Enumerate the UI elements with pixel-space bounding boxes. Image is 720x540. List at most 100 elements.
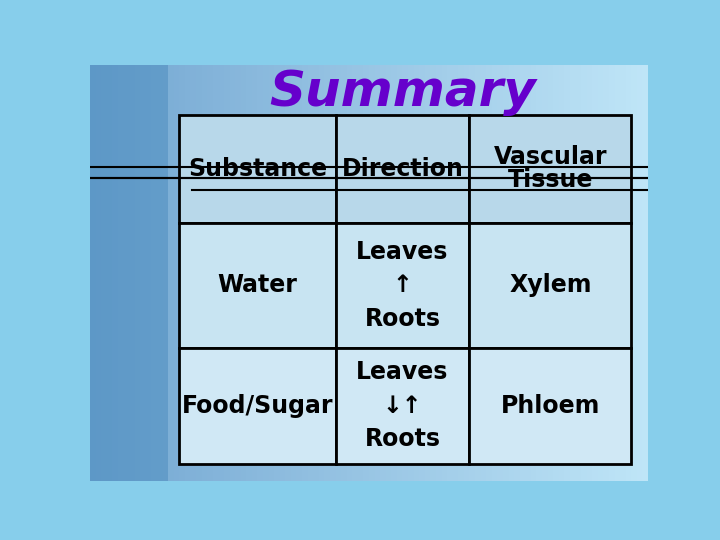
Bar xyxy=(107,65,112,481)
Bar xyxy=(302,65,307,481)
Bar xyxy=(453,65,458,481)
Bar xyxy=(402,65,408,481)
Bar xyxy=(347,65,352,481)
Bar xyxy=(514,65,520,481)
Bar xyxy=(324,65,330,481)
Bar xyxy=(179,223,336,348)
Bar xyxy=(352,65,358,481)
Bar xyxy=(291,65,297,481)
Bar xyxy=(90,65,96,481)
Text: Xylem: Xylem xyxy=(509,273,592,297)
Bar xyxy=(520,65,526,481)
Bar xyxy=(642,65,648,481)
Bar xyxy=(240,65,246,481)
Bar xyxy=(224,65,230,481)
Bar xyxy=(124,65,129,481)
Bar xyxy=(475,65,481,481)
Bar xyxy=(631,65,637,481)
Bar xyxy=(526,65,531,481)
Bar xyxy=(118,65,124,481)
Bar xyxy=(207,65,213,481)
Bar xyxy=(508,65,514,481)
Bar xyxy=(570,65,575,481)
Text: Phloem: Phloem xyxy=(500,394,600,418)
Bar xyxy=(319,65,324,481)
Bar xyxy=(307,65,313,481)
Bar xyxy=(408,65,413,481)
Bar xyxy=(637,65,642,481)
Bar xyxy=(163,65,168,481)
Bar xyxy=(179,114,336,223)
Bar xyxy=(330,65,336,481)
Bar xyxy=(481,65,486,481)
Bar xyxy=(168,65,174,481)
Bar xyxy=(90,65,168,481)
Bar xyxy=(464,65,469,481)
Bar xyxy=(603,65,609,481)
Bar xyxy=(96,65,101,481)
Bar xyxy=(447,65,453,481)
Bar xyxy=(397,65,402,481)
Bar xyxy=(336,114,469,223)
Bar xyxy=(626,65,631,481)
Bar xyxy=(185,65,191,481)
Bar xyxy=(620,65,626,481)
Bar xyxy=(486,65,492,481)
Bar xyxy=(174,65,179,481)
Bar xyxy=(413,65,419,481)
Bar xyxy=(280,65,285,481)
Bar xyxy=(431,65,436,481)
Bar xyxy=(503,65,508,481)
Bar xyxy=(235,65,240,481)
Bar xyxy=(145,65,151,481)
Bar xyxy=(151,65,157,481)
Bar xyxy=(542,65,548,481)
Bar xyxy=(202,65,207,481)
Bar xyxy=(469,114,631,223)
Bar xyxy=(547,65,553,481)
Bar xyxy=(419,65,425,481)
Bar xyxy=(252,65,258,481)
Bar xyxy=(213,65,218,481)
Bar xyxy=(157,65,163,481)
Bar xyxy=(564,65,570,481)
Bar xyxy=(129,65,135,481)
Bar xyxy=(392,65,397,481)
Text: Substance: Substance xyxy=(188,157,327,181)
Bar xyxy=(587,65,593,481)
Bar xyxy=(441,65,447,481)
Bar xyxy=(559,65,564,481)
Bar xyxy=(285,65,291,481)
Bar xyxy=(263,65,269,481)
Bar xyxy=(358,65,364,481)
Bar xyxy=(140,65,145,481)
Bar xyxy=(274,65,279,481)
Text: Leaves
↑
Roots: Leaves ↑ Roots xyxy=(356,240,449,330)
Bar xyxy=(598,65,603,481)
Bar xyxy=(218,65,224,481)
Bar xyxy=(425,65,431,481)
Bar xyxy=(575,65,581,481)
Bar xyxy=(469,223,631,348)
Bar xyxy=(374,65,380,481)
Bar xyxy=(553,65,559,481)
Bar xyxy=(436,65,441,481)
Bar xyxy=(297,65,302,481)
Bar xyxy=(336,65,341,481)
Text: Food/Sugar: Food/Sugar xyxy=(181,394,333,418)
Bar xyxy=(469,65,475,481)
Bar xyxy=(469,348,631,464)
Bar xyxy=(386,65,392,481)
Bar xyxy=(230,65,235,481)
Bar xyxy=(135,65,140,481)
Bar xyxy=(179,348,336,464)
Bar xyxy=(313,65,319,481)
Bar xyxy=(581,65,587,481)
Bar xyxy=(112,65,118,481)
Bar xyxy=(269,65,274,481)
Bar xyxy=(258,65,263,481)
Text: Direction: Direction xyxy=(341,157,464,181)
Bar xyxy=(492,65,498,481)
Bar xyxy=(190,65,196,481)
Text: Leaves
↓↑
Roots: Leaves ↓↑ Roots xyxy=(356,360,449,451)
